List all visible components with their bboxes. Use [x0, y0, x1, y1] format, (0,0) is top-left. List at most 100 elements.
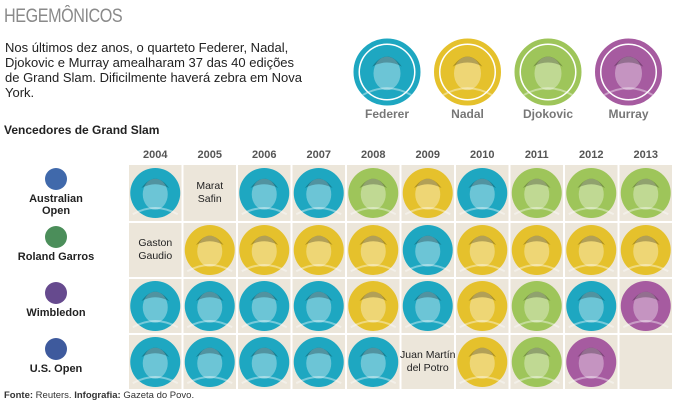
- player-name: Djokovic: [523, 107, 573, 121]
- face-shoulders: [132, 376, 179, 385]
- face-head: [197, 291, 223, 323]
- face-shoulders: [295, 264, 342, 273]
- face-bg: [293, 168, 344, 218]
- face-bg: [566, 281, 617, 331]
- face-hair: [523, 178, 551, 188]
- face-bg: [566, 168, 617, 218]
- player-name: Federer: [365, 107, 409, 121]
- face-shoulders: [404, 320, 451, 329]
- winner-photo: [511, 168, 562, 218]
- face-bg: [293, 281, 344, 331]
- face-shoulders: [241, 264, 288, 273]
- face-shoulders: [186, 376, 233, 385]
- face-bg: [130, 281, 181, 331]
- face-hair: [196, 347, 224, 357]
- face-bg: [130, 337, 181, 387]
- winner-photo: [402, 168, 453, 218]
- face-bg: [348, 168, 399, 218]
- face-bg: [620, 168, 671, 218]
- face-hair: [468, 178, 496, 188]
- face-hair: [414, 178, 442, 188]
- winner-photo: [184, 281, 235, 331]
- face-head: [306, 178, 332, 210]
- credit: Gazeta do Povo.: [123, 390, 195, 401]
- face-shoulders: [513, 207, 560, 216]
- face-hair: [196, 235, 224, 245]
- face-head: [454, 56, 481, 91]
- face-bg: [130, 168, 181, 218]
- face-head: [142, 291, 168, 323]
- face-bg: [348, 225, 399, 275]
- face-bg: [620, 225, 671, 275]
- tournament-name: Wimbledon: [26, 307, 86, 319]
- face-shoulders: [350, 264, 397, 273]
- winner-photo: [402, 225, 453, 275]
- face-head: [197, 235, 223, 267]
- face-shoulders: [459, 264, 506, 273]
- face-hair: [305, 235, 333, 245]
- winner-photo: [239, 168, 290, 218]
- tournament-name: Roland Garros: [17, 251, 95, 263]
- source-label: Fonte:: [4, 390, 34, 401]
- face-head: [534, 56, 562, 91]
- face-hair: [305, 178, 333, 188]
- year-label: 2009: [416, 149, 440, 161]
- face-bg: [457, 225, 508, 275]
- face-head: [633, 235, 659, 267]
- face-bg: [402, 168, 453, 218]
- winner-name: Gaston Gaudio: [138, 237, 173, 262]
- face-hair: [468, 347, 496, 357]
- year-label: 2005: [198, 149, 222, 161]
- winner-photo: [402, 281, 453, 331]
- face-hair: [250, 235, 278, 245]
- face-bg: [360, 45, 414, 99]
- face-bg: [511, 168, 562, 218]
- winner-photo: [620, 168, 671, 218]
- tournament-logo: [45, 338, 67, 360]
- winner-photo: [348, 281, 399, 331]
- winner-photo: [457, 168, 508, 218]
- winner-photo: [293, 337, 344, 387]
- face-head: [373, 56, 401, 91]
- face-bg: [293, 337, 344, 387]
- tournament-logo: [45, 168, 67, 190]
- face-shoulders: [513, 264, 560, 273]
- face-shoulders: [622, 207, 669, 216]
- winner-photo: [130, 168, 181, 218]
- face-bg: [184, 337, 235, 387]
- year-label: 2010: [470, 149, 494, 161]
- face-shoulders: [568, 376, 615, 385]
- face-shoulders: [404, 264, 451, 273]
- year-label: 2006: [252, 149, 276, 161]
- face-hair: [250, 178, 278, 188]
- face-hair: [577, 235, 605, 245]
- face-shoulders: [568, 264, 615, 273]
- face-shoulders: [132, 207, 179, 216]
- source: Reuters.: [35, 390, 72, 401]
- cell: [619, 335, 672, 389]
- winner-photo: [130, 281, 181, 331]
- face-bg: [184, 225, 235, 275]
- winner-photo: [457, 281, 508, 331]
- face-shoulders: [568, 207, 615, 216]
- face-shoulders: [513, 320, 560, 329]
- face-bg: [566, 225, 617, 275]
- face-shoulders: [459, 320, 506, 329]
- face-bg: [184, 281, 235, 331]
- face-shoulders: [350, 207, 397, 216]
- face-shoulders: [442, 87, 493, 96]
- year-label: 2013: [634, 149, 658, 161]
- face-bg: [511, 225, 562, 275]
- face-hair: [359, 235, 387, 245]
- face-head: [306, 347, 332, 379]
- face-hair: [523, 235, 551, 245]
- year-label: 2012: [579, 149, 603, 161]
- face-bg: [511, 281, 562, 331]
- winner-photo: [293, 168, 344, 218]
- player-photo: [360, 45, 414, 99]
- player-name: Nadal: [451, 107, 484, 121]
- footer: Fonte: Reuters. Infografia: Gazeta do Po…: [4, 390, 194, 401]
- player-photo: [440, 45, 495, 99]
